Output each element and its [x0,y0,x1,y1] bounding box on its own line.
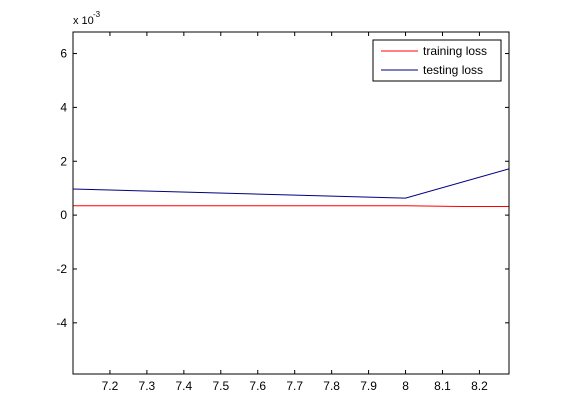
y-tick-label: -4 [56,316,67,330]
plot-area [73,32,509,374]
series-layer [72,168,510,207]
legend-box [372,39,502,82]
x-tick-label: 7.6 [249,379,266,393]
y-multiplier-base: x 10 [73,15,94,27]
x-tick-label: 7.4 [176,379,193,393]
y-tick-label: 6 [60,47,67,61]
x-tick-label: 8.1 [434,379,451,393]
tick-layer: 7.2 7.3 7.4 7.5 7.6 7.7 7.8 7.9 8 8.1 8.2 -4 -2 0 2 4 6 [56,32,509,393]
series-line-testing-loss [72,168,510,199]
x-tick-label: 7.2 [102,379,119,393]
legend-label-testing-loss: testing loss [423,63,483,77]
y-tick-label: -2 [56,262,67,276]
x-tick-label: 8 [402,379,409,393]
x-tick-label: 7.3 [139,379,156,393]
plot-frame [72,31,510,375]
x-tick-label: 8.2 [471,379,488,393]
y-multiplier-label: x 10 -3 [73,10,101,27]
y-tick-label: 0 [60,208,67,222]
y-tick-label: 2 [60,154,67,168]
legend: training loss testing loss [372,39,502,82]
y-tick-label: 4 [60,100,67,114]
x-tick-label: 7.5 [212,379,229,393]
y-multiplier-exponent: -3 [93,10,101,19]
legend-label-training-loss: training loss [423,44,487,58]
x-tick-label: 7.7 [286,379,303,393]
series-line-training-loss [73,205,509,207]
x-tick-label: 7.8 [323,379,340,393]
x-tick-label: 7.9 [360,379,377,393]
